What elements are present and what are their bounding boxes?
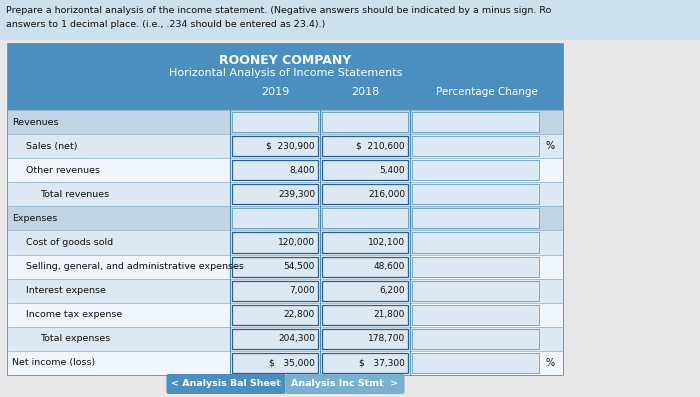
FancyBboxPatch shape <box>322 353 408 373</box>
FancyBboxPatch shape <box>167 374 286 394</box>
FancyBboxPatch shape <box>322 233 408 252</box>
Text: 239,300: 239,300 <box>278 190 315 199</box>
FancyBboxPatch shape <box>412 256 539 277</box>
Text: ROONEY COMPANY: ROONEY COMPANY <box>219 54 351 67</box>
FancyBboxPatch shape <box>232 233 318 252</box>
FancyBboxPatch shape <box>322 112 408 132</box>
FancyBboxPatch shape <box>412 233 539 252</box>
FancyBboxPatch shape <box>232 329 318 349</box>
Text: answers to 1 decimal place. (i.e., .234 should be entered as 23.4).): answers to 1 decimal place. (i.e., .234 … <box>6 20 326 29</box>
FancyBboxPatch shape <box>412 208 539 228</box>
Text: $  210,600: $ 210,600 <box>356 142 405 150</box>
FancyBboxPatch shape <box>8 303 563 327</box>
Text: $   37,300: $ 37,300 <box>359 358 405 368</box>
FancyBboxPatch shape <box>8 206 563 230</box>
Text: 216,000: 216,000 <box>368 190 405 199</box>
FancyBboxPatch shape <box>232 112 318 132</box>
FancyBboxPatch shape <box>232 160 318 180</box>
FancyBboxPatch shape <box>286 374 405 394</box>
FancyBboxPatch shape <box>232 353 318 373</box>
Text: Net income (loss): Net income (loss) <box>12 358 95 368</box>
Text: 204,300: 204,300 <box>278 334 315 343</box>
Text: Total revenues: Total revenues <box>40 190 109 199</box>
FancyBboxPatch shape <box>322 208 408 228</box>
FancyBboxPatch shape <box>8 351 563 375</box>
Text: Sales (net): Sales (net) <box>26 142 78 150</box>
Text: Other revenues: Other revenues <box>26 166 100 175</box>
FancyBboxPatch shape <box>412 353 539 373</box>
Text: Interest expense: Interest expense <box>26 286 106 295</box>
FancyBboxPatch shape <box>412 136 539 156</box>
FancyBboxPatch shape <box>232 184 318 204</box>
Text: 21,800: 21,800 <box>374 310 405 319</box>
Text: Selling, general, and administrative expenses: Selling, general, and administrative exp… <box>26 262 244 271</box>
Text: < Analysis Bal Sheet: < Analysis Bal Sheet <box>171 380 281 389</box>
Text: 2018: 2018 <box>351 87 379 97</box>
FancyBboxPatch shape <box>8 134 563 158</box>
FancyBboxPatch shape <box>232 281 318 301</box>
FancyBboxPatch shape <box>232 136 318 156</box>
Text: %: % <box>545 358 554 368</box>
FancyBboxPatch shape <box>322 160 408 180</box>
FancyBboxPatch shape <box>8 327 563 351</box>
FancyBboxPatch shape <box>8 230 563 254</box>
FancyBboxPatch shape <box>322 136 408 156</box>
Text: 178,700: 178,700 <box>368 334 405 343</box>
FancyBboxPatch shape <box>412 281 539 301</box>
Text: %: % <box>545 141 554 151</box>
FancyBboxPatch shape <box>8 44 563 375</box>
FancyBboxPatch shape <box>8 254 563 279</box>
FancyBboxPatch shape <box>232 208 318 228</box>
FancyBboxPatch shape <box>412 112 539 132</box>
Text: 120,000: 120,000 <box>278 238 315 247</box>
Text: 6,200: 6,200 <box>379 286 405 295</box>
FancyBboxPatch shape <box>322 329 408 349</box>
FancyBboxPatch shape <box>232 256 318 277</box>
FancyBboxPatch shape <box>8 279 563 303</box>
FancyBboxPatch shape <box>0 0 700 40</box>
Text: Expenses: Expenses <box>12 214 57 223</box>
FancyBboxPatch shape <box>8 44 563 110</box>
Text: Percentage Change: Percentage Change <box>435 87 538 97</box>
FancyBboxPatch shape <box>412 329 539 349</box>
Text: $   35,000: $ 35,000 <box>269 358 315 368</box>
FancyBboxPatch shape <box>232 305 318 325</box>
FancyBboxPatch shape <box>412 184 539 204</box>
FancyBboxPatch shape <box>8 110 563 134</box>
FancyBboxPatch shape <box>322 281 408 301</box>
FancyBboxPatch shape <box>412 305 539 325</box>
Text: 102,100: 102,100 <box>368 238 405 247</box>
Text: Revenues: Revenues <box>12 118 59 127</box>
FancyBboxPatch shape <box>322 256 408 277</box>
FancyBboxPatch shape <box>322 305 408 325</box>
Text: 48,600: 48,600 <box>374 262 405 271</box>
Text: 22,800: 22,800 <box>284 310 315 319</box>
FancyBboxPatch shape <box>8 158 563 182</box>
FancyBboxPatch shape <box>412 160 539 180</box>
Text: 5,400: 5,400 <box>379 166 405 175</box>
FancyBboxPatch shape <box>322 184 408 204</box>
Text: Horizontal Analysis of Income Statements: Horizontal Analysis of Income Statements <box>169 68 402 78</box>
Text: $  230,900: $ 230,900 <box>267 142 315 150</box>
Text: Total expenses: Total expenses <box>40 334 111 343</box>
Text: 7,000: 7,000 <box>289 286 315 295</box>
Text: Prepare a horizontal analysis of the income statement. (Negative answers should : Prepare a horizontal analysis of the inc… <box>6 6 552 15</box>
Text: 54,500: 54,500 <box>284 262 315 271</box>
Text: 2019: 2019 <box>261 87 289 97</box>
FancyBboxPatch shape <box>8 182 563 206</box>
Text: Cost of goods sold: Cost of goods sold <box>26 238 113 247</box>
Text: Income tax expense: Income tax expense <box>26 310 122 319</box>
Text: Analysis Inc Stmt  >: Analysis Inc Stmt > <box>291 380 398 389</box>
Text: 8,400: 8,400 <box>289 166 315 175</box>
